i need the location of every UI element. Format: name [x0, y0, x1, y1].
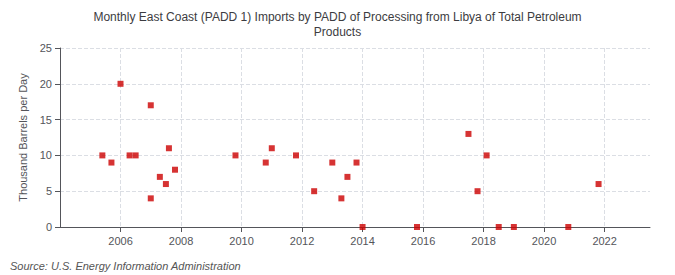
svg-text:2006: 2006	[108, 235, 132, 247]
svg-text:10: 10	[40, 149, 52, 161]
svg-text:Thousand Barrels per Day: Thousand Barrels per Day	[17, 73, 29, 202]
svg-text:2014: 2014	[350, 235, 374, 247]
svg-text:5: 5	[46, 185, 52, 197]
svg-text:2022: 2022	[592, 235, 616, 247]
svg-text:Source: U.S. Energy Informatio: Source: U.S. Energy Information Administ…	[10, 260, 241, 272]
svg-text:15: 15	[40, 114, 52, 126]
svg-text:2008: 2008	[169, 235, 193, 247]
svg-text:2010: 2010	[229, 235, 253, 247]
svg-text:Monthly East Coast (PADD 1) Im: Monthly East Coast (PADD 1) Imports by P…	[93, 10, 581, 24]
svg-text:0: 0	[46, 221, 52, 233]
svg-text:2020: 2020	[532, 235, 556, 247]
svg-text:2016: 2016	[411, 235, 435, 247]
svg-text:20: 20	[40, 78, 52, 90]
svg-text:25: 25	[40, 42, 52, 54]
svg-text:2018: 2018	[471, 235, 495, 247]
svg-text:Products: Products	[314, 25, 361, 39]
svg-text:2012: 2012	[290, 235, 314, 247]
